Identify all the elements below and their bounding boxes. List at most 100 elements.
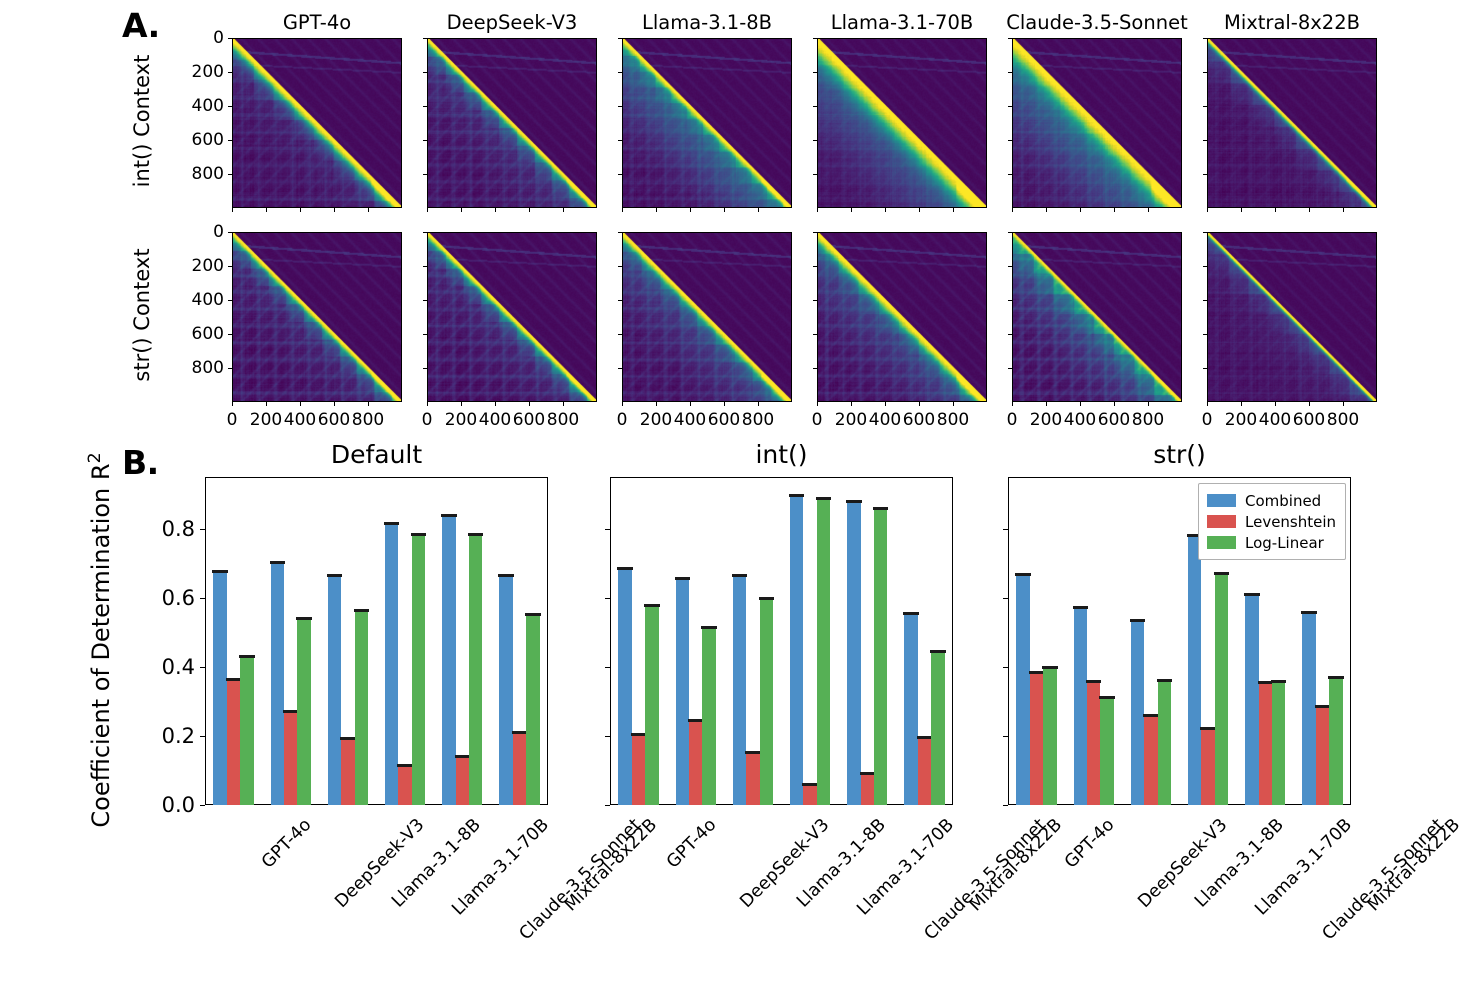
bar-levenshtein [511, 731, 528, 805]
heatmap-y-tickmark [813, 38, 817, 40]
bar-combined [1072, 605, 1089, 805]
bar-error-cap [1143, 713, 1159, 717]
heatmap-x-tickmark [1207, 208, 1209, 212]
legend-label: Log-Linear [1245, 533, 1324, 552]
bar-y-tickmark [605, 666, 610, 669]
heatmap-y-tickmark [423, 38, 427, 40]
bar-error-cap [269, 561, 286, 565]
heatmap-x-tickmark [1309, 208, 1311, 212]
bar-levenshtein [225, 678, 242, 805]
heatmap-y-tick-label: 600 [191, 130, 224, 150]
bar-y-tickmark [1003, 528, 1008, 530]
legend-swatch [1207, 536, 1236, 549]
heatmap-x-tickmark [885, 208, 887, 212]
bar-error-cap [1301, 611, 1317, 615]
heatmap-y-tickmark [423, 174, 427, 176]
legend-item-combined[interactable]: Combined [1207, 490, 1336, 511]
bar-levenshtein [688, 718, 704, 805]
heatmap-x-tickmark [919, 402, 921, 406]
bar-error-cap [802, 783, 818, 787]
heatmap-x-tickmark [919, 208, 921, 212]
bar-error-cap [1200, 727, 1216, 731]
legend-item-levenshtein[interactable]: Levenshtein [1207, 511, 1336, 532]
heatmap-y-tick-label: 0 [213, 222, 224, 242]
bar-chart-title: str() [1153, 440, 1206, 469]
heatmap-x-tick-label: 400 [478, 410, 512, 430]
heatmap-x-tickmark [427, 402, 429, 406]
heatmap-x-tickmark [334, 402, 336, 406]
heatmap-column-title: Llama-3.1-70B [830, 11, 974, 34]
heatmap-y-tickmark [228, 140, 232, 142]
heatmap-canvas [233, 233, 401, 401]
bar-error-cap [1086, 679, 1102, 683]
heatmap-y-tickmark [1008, 266, 1012, 268]
heatmap-x-tickmark [266, 208, 268, 212]
heatmap-y-tickmark [423, 106, 427, 108]
bar-error-cap [296, 617, 312, 621]
bar-log-linear [815, 497, 832, 805]
heatmap-x-tickmark [953, 402, 955, 406]
heatmap-x-tick-label: 0 [811, 410, 823, 430]
heatmap-gpt-4o-str [232, 232, 402, 402]
heatmap-x-tickmark [1275, 402, 1277, 406]
bar-error-cap [688, 718, 704, 722]
bar-error-cap [617, 567, 633, 571]
heatmap-x-tickmark [656, 208, 658, 212]
heatmap-y-tickmark [618, 368, 622, 370]
bar-x-tick-label: GPT-4o [662, 815, 721, 873]
bar-combined [788, 493, 805, 805]
heatmap-x-tick-label: 0 [421, 410, 433, 430]
heatmap-y-tickmark [1008, 106, 1012, 108]
bar-error-cap [1257, 681, 1273, 685]
heatmap-deepseek-v3-int [427, 38, 597, 208]
heatmap-x-tickmark [622, 208, 624, 212]
bar-levenshtein [745, 751, 761, 805]
heatmap-x-tickmark [563, 402, 565, 406]
bar-y-tickmark [1003, 597, 1008, 600]
bar-combined [212, 569, 228, 805]
heatmap-y-tickmark [228, 334, 232, 336]
heatmap-y-tickmark [813, 174, 817, 176]
heatmap-y-tickmark [618, 72, 622, 74]
bar-levenshtein [859, 772, 875, 805]
heatmap-x-tick-label: 600 [1292, 410, 1326, 430]
heatmap-x-tickmark [817, 208, 819, 212]
heatmap-x-tick-label: 800 [546, 410, 580, 430]
heatmap-x-tickmark [1241, 402, 1243, 406]
bar-error-cap [1314, 704, 1331, 708]
heatmap-y-tickmark [1203, 72, 1207, 74]
bar-log-linear [701, 626, 717, 805]
legend-item-log-linear[interactable]: Log-Linear [1207, 532, 1336, 553]
heatmap-y-tickmark [1203, 232, 1207, 234]
bar-x-tick-label: Mixtral-8x22B [561, 815, 662, 916]
heatmap-x-tickmark [300, 402, 302, 406]
heatmap-x-tickmark [1148, 402, 1150, 406]
heatmap-column-title: GPT-4o [282, 11, 352, 34]
bar-chart-y-axis-label: Coefficient of Determination R2 [85, 430, 115, 850]
heatmap-y-tick-label: 800 [191, 164, 224, 184]
heatmap-x-tick-label: 200 [1224, 410, 1258, 430]
heatmap-x-tickmark [266, 402, 268, 406]
heatmap-x-tickmark [690, 208, 692, 212]
heatmap-llama-3-1-8b-int [622, 38, 792, 208]
heatmap-x-tickmark [427, 208, 429, 212]
bar-log-linear [1099, 695, 1115, 805]
heatmap-y-tickmark [813, 72, 817, 74]
heatmap-x-tick-label: 600 [707, 410, 741, 430]
bar-error-cap [1015, 572, 1031, 576]
bar-log-linear [930, 649, 946, 805]
heatmap-llama-3-1-70b-int [817, 38, 987, 208]
bar-y-tickmark [605, 528, 610, 530]
bar-error-cap [326, 574, 343, 578]
panel-b-letter: B. [122, 443, 159, 482]
bar-error-cap [731, 573, 748, 577]
heatmap-y-tickmark [618, 38, 622, 40]
bar-error-cap [1042, 665, 1058, 669]
bar-levenshtein [454, 754, 470, 805]
heatmap-gpt-4o-int [232, 38, 402, 208]
heatmap-x-tick-label: 600 [317, 410, 351, 430]
bar-x-tick-label: Mixtral-8x22B [966, 815, 1067, 916]
heatmap-x-tick-label: 200 [249, 410, 283, 430]
bar-y-tickmark [1003, 805, 1008, 807]
heatmap-x-tickmark [529, 402, 531, 406]
